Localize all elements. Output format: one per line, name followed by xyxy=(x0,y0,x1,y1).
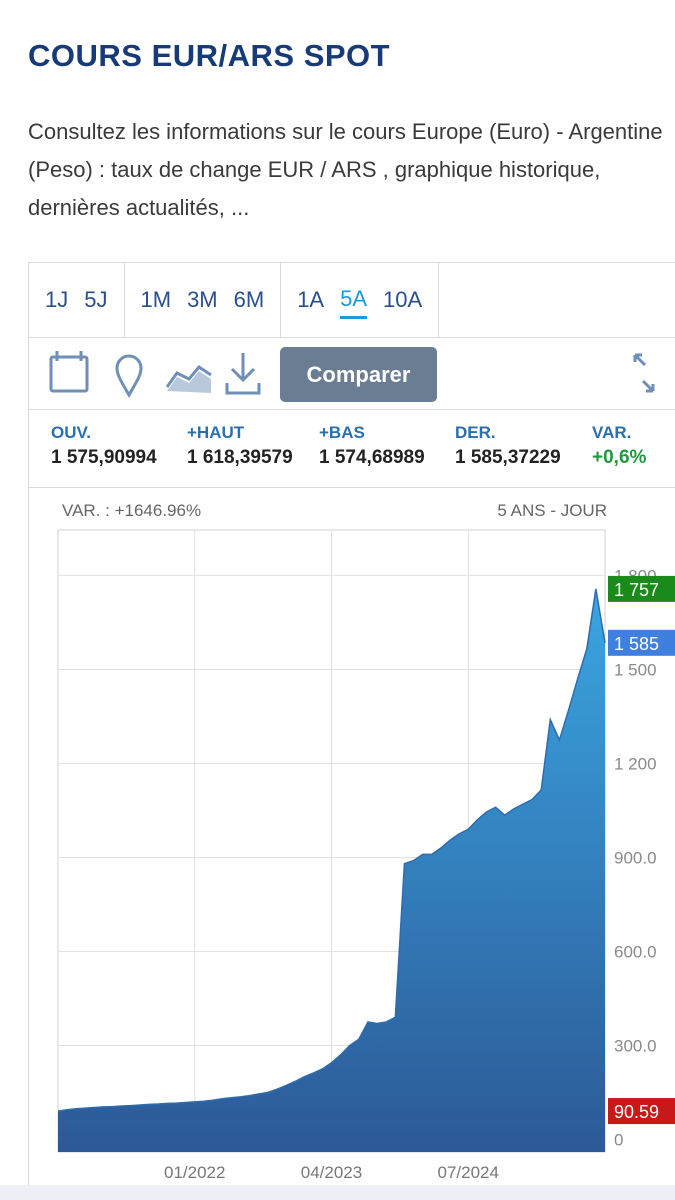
stat-label: OUV. xyxy=(51,423,92,442)
price-line xyxy=(57,588,606,1112)
period-tab[interactable]: 1M xyxy=(140,287,172,312)
fullscreen-icon[interactable] xyxy=(629,351,659,395)
stat-value: 1 585,37229 xyxy=(455,447,561,468)
stat-label: +HAUT xyxy=(187,423,245,442)
period-tabs: 1J 5J 1M 3M 6M 1A 5A 10A xyxy=(29,263,675,338)
y-tick-label: 1 200 xyxy=(614,754,657,773)
period-tab[interactable]: 5J xyxy=(84,287,108,312)
stat: +BAS 1 574,68989 xyxy=(319,423,425,469)
stat: VAR. +0,6% xyxy=(592,423,646,469)
calendar-icon[interactable] xyxy=(49,355,89,393)
period-tab[interactable]: 10A xyxy=(383,287,423,312)
y-tick-label: 900.0 xyxy=(614,848,657,867)
tab-group: 1J 5J xyxy=(29,263,125,337)
bottom-strip xyxy=(0,1185,675,1200)
period-tab[interactable]: 3M xyxy=(187,287,218,312)
price-tag-label: 1 757 xyxy=(614,580,659,600)
price-tag xyxy=(608,629,675,656)
period-tab[interactable]: 6M xyxy=(233,287,265,312)
stat: +HAUT 1 618,39579 xyxy=(187,423,293,469)
chart-type-fill xyxy=(167,371,211,393)
x-tick-label: 04/2023 xyxy=(301,1163,362,1182)
period-tab[interactable]: 5A xyxy=(340,282,368,319)
page-title: COURS EUR/ARS SPOT xyxy=(28,38,391,73)
stat: DER. 1 585,37229 xyxy=(455,423,561,469)
price-tag xyxy=(608,575,675,602)
y-tick-label: 1 500 xyxy=(614,660,657,679)
compare-button[interactable]: Comparer xyxy=(280,347,437,402)
toolbar: Comparer xyxy=(29,337,675,410)
marker-icon[interactable] xyxy=(115,354,143,399)
stat-label: DER. xyxy=(455,423,496,442)
toolbar-icons xyxy=(49,351,261,399)
download-icon[interactable] xyxy=(225,353,261,395)
period-tab[interactable]: 1A xyxy=(297,287,325,312)
chart-period: 5 ANS - JOUR xyxy=(497,501,607,520)
stat: OUV. 1 575,90994 xyxy=(51,423,157,469)
y-tick-label: 600.0 xyxy=(614,942,657,961)
price-tag-label: 90.59 xyxy=(614,1102,659,1122)
stat-label: +BAS xyxy=(319,423,365,442)
stat-value: 1 575,90994 xyxy=(51,447,157,468)
calendar-rings xyxy=(55,351,83,361)
description: Consultez les informations sur le cours … xyxy=(28,119,663,220)
stats-row: OUV. 1 575,90994 +HAUT 1 618,39579 +BAS 1 574… xyxy=(29,409,675,488)
stat-label: VAR. xyxy=(592,423,632,442)
stat-value: 1 574,68989 xyxy=(319,447,425,468)
chart-subtitle: VAR. : +1646.96% xyxy=(62,501,201,520)
price-tag-label: 1 585 xyxy=(614,634,659,654)
x-tick-label: 07/2024 xyxy=(438,1163,499,1182)
area-fill xyxy=(58,588,605,1152)
tab-group: 1A 5A 10A xyxy=(281,263,440,337)
stat-value: 1 618,39579 xyxy=(187,447,293,468)
price-tag xyxy=(608,1098,675,1125)
tab-group: 1M 3M 6M xyxy=(125,263,282,337)
stat-value: +0,6% xyxy=(592,447,647,468)
period-tab[interactable]: 1J xyxy=(45,287,69,312)
y-tick-label: 300.0 xyxy=(614,1036,657,1055)
x-tick-label: 01/2022 xyxy=(164,1163,225,1182)
y-tick-label: 0 xyxy=(614,1130,623,1149)
chart-type-icon[interactable] xyxy=(165,365,212,388)
